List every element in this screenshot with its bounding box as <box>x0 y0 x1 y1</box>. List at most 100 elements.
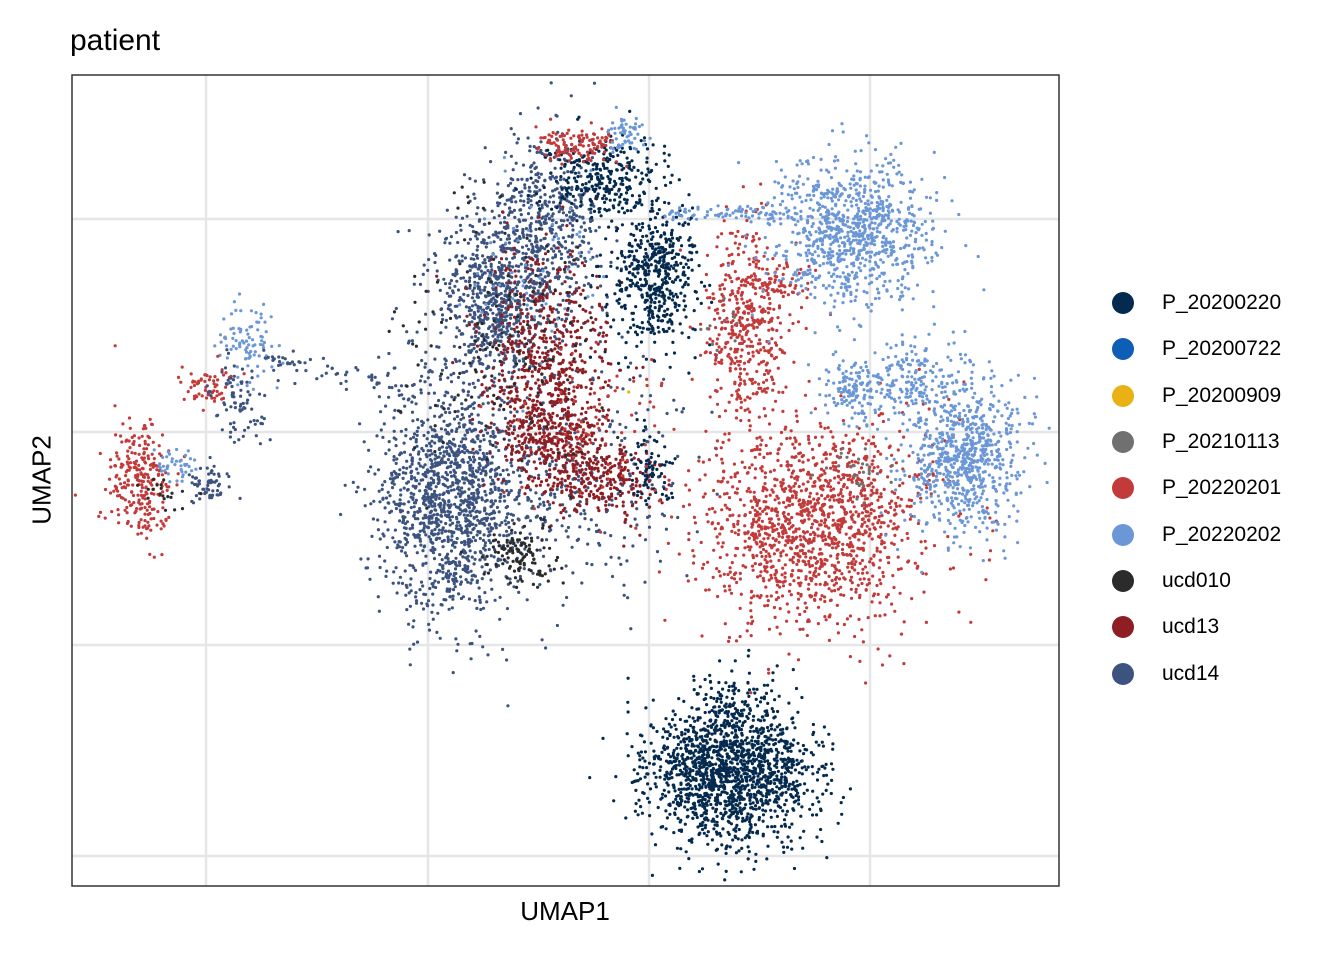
data-point <box>507 438 511 442</box>
data-point <box>453 502 457 506</box>
data-point <box>141 456 145 461</box>
data-point <box>476 496 480 500</box>
data-point <box>562 516 566 520</box>
data-point <box>571 209 575 213</box>
data-point <box>480 577 484 581</box>
data-point <box>618 443 622 447</box>
data-point <box>487 365 491 369</box>
data-point <box>486 534 490 538</box>
data-point <box>514 341 518 345</box>
data-point <box>523 387 527 391</box>
data-point <box>578 342 582 346</box>
data-point <box>442 503 446 508</box>
data-point <box>427 391 431 395</box>
data-point <box>246 332 250 336</box>
data-point <box>471 535 476 540</box>
data-point <box>579 196 583 200</box>
data-point <box>516 579 520 583</box>
data-point <box>525 415 529 419</box>
data-point <box>432 481 436 485</box>
data-point <box>535 150 539 154</box>
data-point <box>157 469 161 473</box>
data-point <box>454 495 458 499</box>
data-point <box>547 216 552 220</box>
data-point <box>161 506 165 510</box>
data-point <box>668 365 672 369</box>
data-point <box>430 529 434 533</box>
data-point <box>414 601 419 605</box>
data-point <box>179 380 183 384</box>
data-point <box>397 581 401 585</box>
data-point <box>500 398 504 402</box>
data-point <box>449 470 453 474</box>
data-point <box>434 494 439 498</box>
data-point <box>466 390 470 394</box>
data-point <box>231 336 235 340</box>
data-point <box>161 490 165 494</box>
data-point <box>481 606 486 610</box>
data-point <box>468 313 472 317</box>
data-point <box>438 503 443 507</box>
data-point <box>554 337 558 341</box>
data-point <box>558 431 562 435</box>
data-point <box>532 161 536 165</box>
data-point <box>466 460 470 464</box>
data-point <box>529 360 533 364</box>
data-point <box>98 451 102 456</box>
data-point <box>462 319 467 323</box>
data-point <box>501 325 505 329</box>
data-point <box>579 512 583 516</box>
data-point <box>404 593 408 597</box>
data-point <box>442 277 446 281</box>
data-point <box>211 493 215 497</box>
data-point <box>138 479 142 483</box>
data-point <box>580 433 584 437</box>
data-point <box>522 567 526 571</box>
data-point <box>491 233 495 237</box>
data-point <box>457 425 462 429</box>
data-point <box>431 603 435 607</box>
data-point <box>481 538 486 543</box>
data-point <box>376 528 380 532</box>
data-point <box>490 478 495 482</box>
data-point <box>73 493 77 497</box>
data-point <box>490 268 494 272</box>
data-point <box>542 408 546 412</box>
data-point <box>461 555 465 559</box>
data-point <box>552 249 556 253</box>
data-point <box>471 502 475 506</box>
data-point <box>308 357 312 362</box>
data-point <box>513 400 517 404</box>
data-point <box>536 106 540 110</box>
data-point <box>460 406 464 411</box>
data-point <box>418 457 422 461</box>
data-point <box>389 509 394 513</box>
data-point <box>432 492 436 496</box>
points-layer <box>73 81 1051 882</box>
data-point <box>443 510 447 514</box>
data-point <box>492 273 496 277</box>
data-point <box>472 505 476 509</box>
data-point <box>160 480 165 484</box>
data-point <box>575 366 579 370</box>
data-point <box>573 431 577 435</box>
data-point <box>620 305 624 309</box>
data-point <box>468 465 472 469</box>
data-point <box>509 127 513 131</box>
data-point <box>454 637 458 641</box>
data-point <box>418 539 422 543</box>
data-point <box>551 307 556 311</box>
data-point <box>475 515 479 519</box>
data-point <box>435 571 439 575</box>
data-point <box>668 276 672 281</box>
data-point <box>498 523 502 527</box>
data-point <box>547 287 552 291</box>
data-point <box>413 476 417 480</box>
data-point <box>556 447 560 451</box>
data-point <box>231 378 236 382</box>
data-point <box>524 286 528 290</box>
data-point <box>568 366 572 370</box>
data-point <box>428 383 432 387</box>
data-point <box>519 199 523 203</box>
data-point <box>430 504 434 508</box>
